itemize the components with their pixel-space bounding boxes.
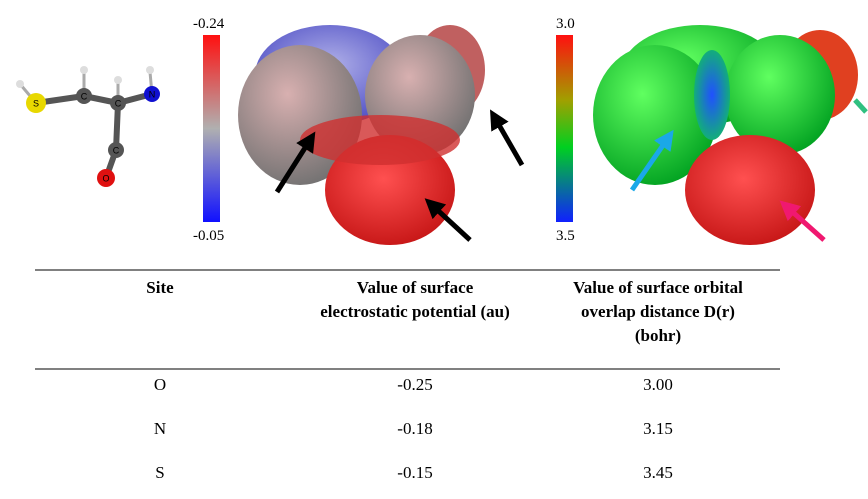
atom-label: O [102,173,109,183]
cell: 3.45 [643,463,673,482]
header: (bohr) [635,326,681,345]
atom-label: C [81,91,88,101]
cell: N [154,419,166,438]
colorbar [203,35,220,222]
esp-surface [238,25,485,245]
molecule: S C C N C O [16,66,160,187]
cell: -0.15 [397,463,432,482]
cell: -0.18 [397,419,432,438]
atom-label: S [33,98,39,108]
cell: -0.25 [397,375,432,394]
colorbar-label: 3.0 [556,16,575,32]
colorbar [556,35,573,222]
cell: S [155,463,164,482]
overlap-surface [593,25,858,245]
atom-label: N [149,89,156,99]
cell: 3.00 [643,375,673,394]
colorbar-label: -0.05 [193,228,224,244]
colorbar-label: -0.24 [193,16,225,32]
header: Site [146,278,174,297]
header: Value of surface [357,278,474,297]
table: Site Value of surface electrostatic pote… [35,270,780,482]
header: Value of surface orbital [573,278,743,297]
figure: S C C N C O -0.24 -0.05 3.0 3.5 [0,0,868,499]
atom-label: C [115,98,122,108]
colorbar-label: 3.5 [556,228,575,244]
atom-label: C [113,145,120,155]
arrow [855,100,866,112]
header: electrostatic potential (au) [320,302,509,321]
cell: O [154,375,166,394]
header: overlap distance D(r) [581,302,735,321]
cell: 3.15 [643,419,673,438]
